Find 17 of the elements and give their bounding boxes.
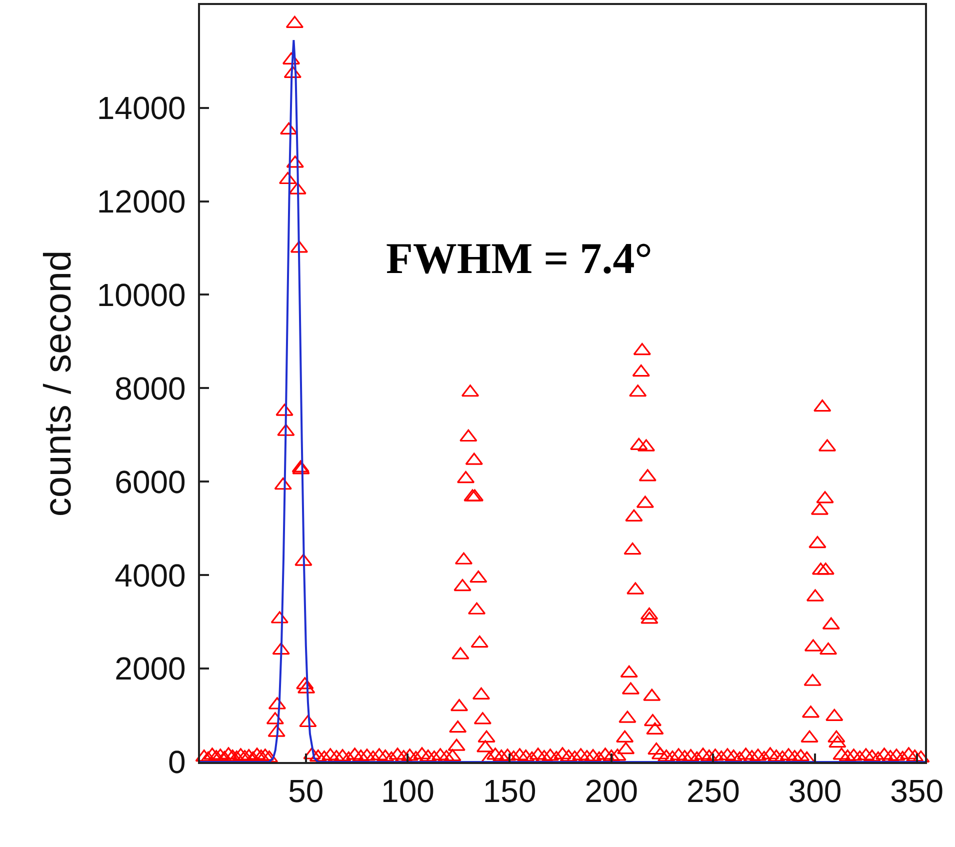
- y-tick-label: 2000: [114, 650, 186, 687]
- annotation: FWHM = 7.4°: [386, 234, 652, 283]
- x-tick-label: 50: [288, 773, 324, 810]
- x-tick-label: 300: [788, 773, 842, 810]
- y-tick-label: 0: [168, 744, 186, 780]
- y-axis-title: counts / second: [38, 250, 80, 517]
- x-tick-label: 150: [482, 773, 536, 810]
- y-tick-label: 4000: [114, 557, 186, 594]
- y-tick-label: 14000: [96, 90, 186, 126]
- y-tick-label: 10000: [96, 276, 186, 313]
- x-tick-label: 350: [890, 773, 944, 810]
- x-tick-label: 200: [584, 773, 638, 810]
- y-tick-label: 8000: [114, 370, 186, 406]
- y-tick-label: 6000: [114, 464, 186, 500]
- x-tick-label: 250: [686, 773, 740, 810]
- x-tick-label: 100: [381, 773, 434, 810]
- y-tick-label: 12000: [96, 183, 186, 220]
